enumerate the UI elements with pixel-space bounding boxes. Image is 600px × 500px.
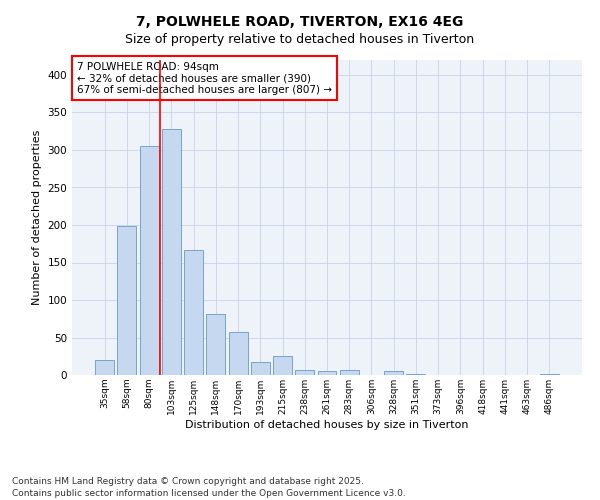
Text: Contains HM Land Registry data © Crown copyright and database right 2025.
Contai: Contains HM Land Registry data © Crown c… (12, 476, 406, 498)
Y-axis label: Number of detached properties: Number of detached properties (32, 130, 42, 305)
Bar (295, 370, 314, 375)
Text: 7 POLWHELE ROAD: 94sqm
← 32% of detached houses are smaller (390)
67% of semi-de: 7 POLWHELE ROAD: 94sqm ← 32% of detached… (77, 62, 332, 95)
Text: 7, POLWHELE ROAD, TIVERTON, EX16 4EG: 7, POLWHELE ROAD, TIVERTON, EX16 4EG (136, 15, 464, 29)
X-axis label: Distribution of detached houses by size in Tiverton: Distribution of detached houses by size … (185, 420, 469, 430)
Bar (273, 356, 292, 375)
Bar (340, 370, 359, 375)
Bar (162, 129, 181, 375)
Bar (406, 374, 425, 375)
Bar (140, 146, 158, 375)
Bar (384, 371, 403, 375)
Bar (118, 226, 136, 375)
Bar (229, 332, 248, 375)
Text: Size of property relative to detached houses in Tiverton: Size of property relative to detached ho… (125, 32, 475, 46)
Bar (95, 360, 114, 375)
Bar (206, 314, 225, 375)
Bar (540, 374, 559, 375)
Bar (184, 250, 203, 375)
Bar (251, 362, 270, 375)
Bar (317, 371, 337, 375)
